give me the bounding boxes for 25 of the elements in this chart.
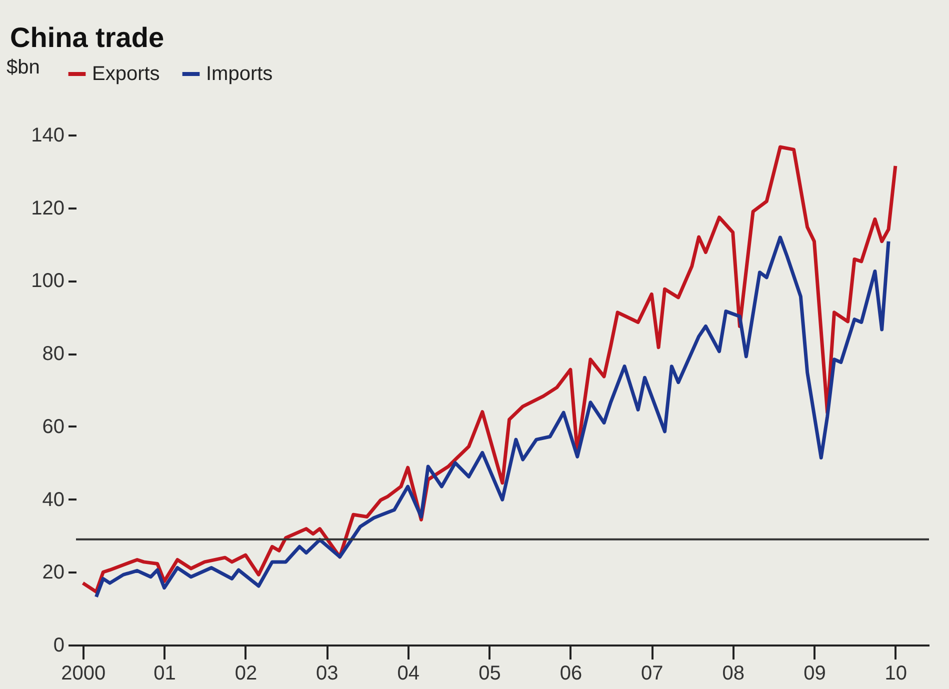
y-tick-label: 100 — [31, 270, 64, 292]
x-tick-label: 08 — [722, 662, 744, 684]
y-tick-label: 60 — [42, 416, 64, 438]
y-tick-label: 20 — [42, 562, 64, 584]
x-tick-label: 10 — [884, 662, 908, 684]
legend-label: Imports — [206, 63, 273, 85]
line-series — [94, 236, 890, 599]
line-series — [81, 145, 898, 594]
y-tick-label: 40 — [42, 488, 64, 511]
y-tick-label: 80 — [42, 343, 64, 366]
x-tick-label: 2000 — [61, 662, 106, 684]
x-tick-label: 04 — [397, 662, 420, 684]
y-axis-title: $bn — [6, 56, 40, 78]
y-tick-label: 120 — [31, 197, 64, 220]
x-tick-label: 02 — [234, 662, 258, 684]
x-tick-label: 05 — [478, 662, 501, 684]
x-tick-label: 01 — [154, 662, 176, 684]
y-tick-label: 140 — [31, 124, 64, 146]
x-tick-label: 06 — [560, 662, 582, 684]
y-tick-label: 0 — [53, 634, 64, 656]
x-tick-label: 07 — [641, 662, 664, 684]
chart-title: China trade — [10, 22, 164, 53]
x-tick-label: 09 — [804, 662, 826, 684]
x-tick-label: 03 — [316, 662, 338, 684]
legend-label: Exports — [92, 63, 160, 85]
